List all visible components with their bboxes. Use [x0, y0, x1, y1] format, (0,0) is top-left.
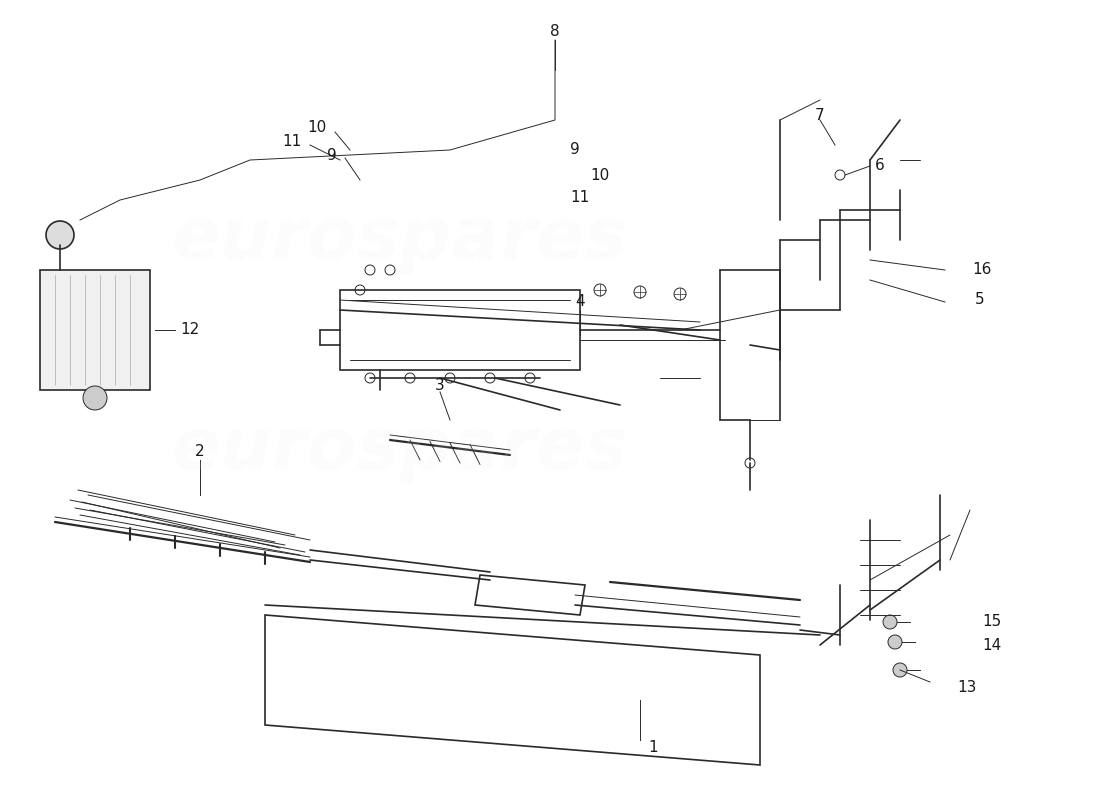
Text: 2: 2 [195, 445, 205, 459]
Text: 15: 15 [982, 614, 1001, 630]
Text: 10: 10 [308, 121, 327, 135]
Text: 5: 5 [975, 293, 984, 307]
Text: 9: 9 [570, 142, 580, 158]
Text: 6: 6 [874, 158, 884, 173]
Text: 4: 4 [575, 294, 585, 310]
Text: 11: 11 [571, 190, 590, 205]
Text: 12: 12 [180, 322, 199, 338]
Text: 13: 13 [957, 681, 977, 695]
Text: 7: 7 [815, 107, 825, 122]
Circle shape [883, 615, 896, 629]
Text: 14: 14 [982, 638, 1001, 653]
Text: 8: 8 [550, 25, 560, 39]
Text: 9: 9 [328, 147, 337, 162]
Text: eurospares: eurospares [172, 206, 628, 274]
Circle shape [888, 635, 902, 649]
Circle shape [82, 386, 107, 410]
FancyBboxPatch shape [40, 270, 150, 390]
Text: eurospares: eurospares [172, 415, 628, 485]
Text: 11: 11 [283, 134, 302, 150]
Text: 3: 3 [436, 378, 444, 393]
Circle shape [46, 221, 74, 249]
Text: 10: 10 [591, 167, 609, 182]
Text: 1: 1 [648, 741, 658, 755]
Text: 16: 16 [972, 262, 991, 278]
Circle shape [893, 663, 907, 677]
